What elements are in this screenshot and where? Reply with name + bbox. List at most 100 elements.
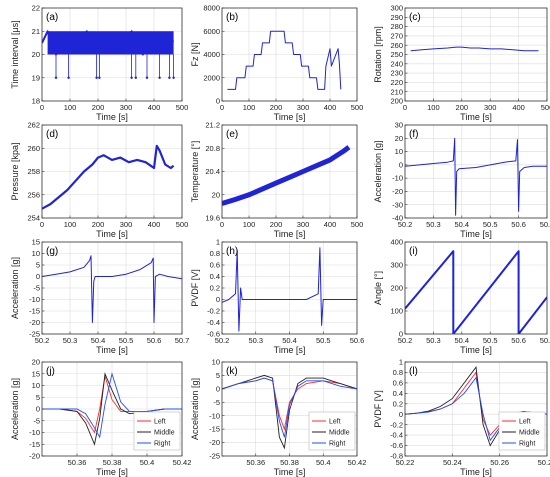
series-line-k-2 xyxy=(222,377,357,438)
ytick-label-d-3: 260 xyxy=(27,144,40,153)
data-j xyxy=(42,372,182,446)
ytick-label-i-2: 200 xyxy=(390,284,403,293)
ytick-label-d-4: 262 xyxy=(27,121,40,130)
xtick-label-c-5: 500 xyxy=(541,103,550,112)
xtick-label-i-5: 50.7 xyxy=(540,336,550,345)
ytick-label-l-2: -0.4 xyxy=(390,431,403,440)
ytick-label-a-1: 19 xyxy=(32,73,40,82)
ytick-label-j-8: 20 xyxy=(32,358,40,367)
legend-label-k-1: Middle xyxy=(329,430,350,437)
legend-label-j-0: Left xyxy=(154,419,166,426)
series-line-g xyxy=(42,255,182,323)
xtick-label-a-1: 100 xyxy=(64,103,77,112)
xlabel-l: Time [s] xyxy=(460,467,492,477)
ytick-label-k-1: -20 xyxy=(209,438,220,447)
legend-label-l-0: Left xyxy=(519,419,531,426)
xlabel-j: Time [s] xyxy=(96,467,128,477)
xtick-label-k-3: 50.42 xyxy=(348,458,367,467)
ytick-label-j-0: -20 xyxy=(29,452,40,461)
xtick-label-g-3: 50.5 xyxy=(119,336,134,345)
panel-label-d: (d) xyxy=(46,129,58,140)
ytick-label-j-6: 10 xyxy=(32,381,40,390)
ytick-label-l-6: 0.4 xyxy=(393,389,403,398)
panel-label-j: (j) xyxy=(46,366,55,377)
ytick-label-j-1: -15 xyxy=(29,440,40,449)
ytick-label-g-5: 0 xyxy=(36,272,40,281)
ytick-label-b-2: 4000 xyxy=(203,50,220,59)
xtick-label-g-1: 50.3 xyxy=(63,336,78,345)
xtick-label-j-0: 50.36 xyxy=(68,458,87,467)
ytick-label-l-5: 0.2 xyxy=(393,399,403,408)
series-line-k-1 xyxy=(222,374,357,450)
ytick-label-l-0: -0.8 xyxy=(390,452,403,461)
xtick-label-f-2: 50.4 xyxy=(454,220,469,229)
xtick-label-e-4: 400 xyxy=(324,220,337,229)
ytick-label-k-2: -15 xyxy=(209,425,220,434)
ytick-label-h-6: 0.6 xyxy=(210,261,220,270)
panel-d: 0 100 200 300 400 500 254 256 258 260 262 Time [s] P… xyxy=(10,121,188,239)
legend-box-j xyxy=(133,411,181,451)
drop-point-a-5 xyxy=(134,76,137,79)
ytick-label-c-7: 270 xyxy=(390,32,403,41)
data-h xyxy=(222,247,357,332)
ytick-label-d-1: 256 xyxy=(27,190,40,199)
series-line-j-2 xyxy=(42,372,182,439)
legend-label-l-1: Middle xyxy=(519,430,540,437)
xtick-label-g-5: 50.7 xyxy=(175,336,190,345)
data-c xyxy=(410,46,539,52)
xtick-label-g-2: 50.4 xyxy=(91,336,106,345)
series-line-c xyxy=(410,46,539,52)
drop-point-a-7 xyxy=(158,76,161,79)
ytick-label-f-3: -10 xyxy=(392,174,403,183)
xtick-label-h-4: 50.6 xyxy=(350,336,365,345)
ytick-label-e-2: 20.4 xyxy=(205,167,220,176)
xtick-label-c-2: 200 xyxy=(456,103,469,112)
xtick-label-d-2: 200 xyxy=(92,220,105,229)
ytick-label-b-0: 0 xyxy=(216,97,220,106)
panel-label-h: (h) xyxy=(226,246,238,257)
xlabel-i: Time [s] xyxy=(460,345,492,355)
xtick-label-d-3: 300 xyxy=(120,220,133,229)
xtick-label-e-2: 200 xyxy=(270,220,283,229)
xtick-label-h-0: 50.2 xyxy=(215,336,230,345)
xtick-label-d-4: 400 xyxy=(148,220,161,229)
ytick-label-a-0: 18 xyxy=(32,97,40,106)
axes-f xyxy=(404,124,548,219)
panel-f: 50.2 50.3 50.4 50.5 50.6 50.7 -40 -30 -20 -10 0 10 2… xyxy=(373,121,550,239)
drop-point-a-2 xyxy=(95,76,98,79)
ytick-label-e-0: 19.6 xyxy=(205,214,220,223)
series-line-b xyxy=(227,30,342,90)
ytick-label-e-1: 20 xyxy=(212,190,220,199)
legend-l: Left Middle Right xyxy=(498,411,546,451)
xtick-label-e-5: 500 xyxy=(351,220,364,229)
data-a xyxy=(42,30,175,79)
xtick-label-i-3: 50.5 xyxy=(483,336,498,345)
panel-i: 50.2 50.3 50.4 50.5 50.6 50.7 0 100 200 300 400 Tim… xyxy=(373,238,550,355)
data-e xyxy=(222,145,351,206)
ytick-label-g-0: -25 xyxy=(29,330,40,339)
ytick-label-h-5: 0.4 xyxy=(210,272,220,281)
data-b xyxy=(227,30,342,90)
drop-point-a-8 xyxy=(168,76,171,79)
ytick-label-f-7: 30 xyxy=(395,121,403,130)
ytick-label-c-9: 290 xyxy=(390,13,403,22)
panel-label-k: (k) xyxy=(226,366,238,377)
ytick-label-g-1: -20 xyxy=(29,318,40,327)
xtick-label-f-0: 50.2 xyxy=(398,220,413,229)
ytick-label-l-3: -0.2 xyxy=(390,420,403,429)
ytick-label-d-2: 258 xyxy=(27,167,40,176)
drop-point-a-1 xyxy=(67,76,70,79)
ytick-label-e-3: 20.8 xyxy=(205,144,220,153)
xtick-label-c-0: 0 xyxy=(403,103,407,112)
ylabel-l: PVDF [V] xyxy=(373,390,383,428)
ytick-label-c-2: 220 xyxy=(390,78,403,87)
series-line-e xyxy=(222,145,351,206)
ytick-label-j-3: -5 xyxy=(33,416,40,425)
xtick-label-b-5: 500 xyxy=(351,103,364,112)
legend-label-k-2: Right xyxy=(329,441,345,448)
xtick-label-i-0: 50.2 xyxy=(398,336,413,345)
ylabel-g: Acceleration [g] xyxy=(10,257,20,319)
xtick-label-a-0: 0 xyxy=(40,103,44,112)
ytick-label-k-0: -25 xyxy=(209,452,220,461)
ytick-label-j-5: 5 xyxy=(36,393,40,402)
